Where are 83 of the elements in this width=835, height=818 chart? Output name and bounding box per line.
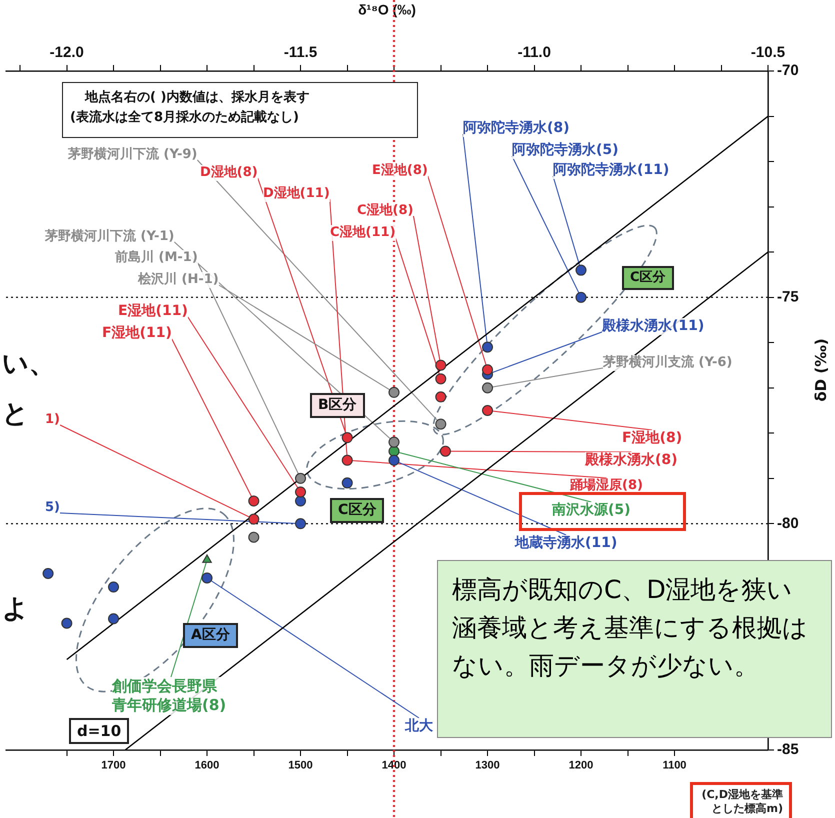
annotation: よ xyxy=(2,594,29,624)
annotation: C区分 xyxy=(330,498,384,523)
point xyxy=(482,342,494,353)
annotation: 殿様水湧水(11) xyxy=(602,318,704,335)
point xyxy=(576,264,587,276)
point xyxy=(295,472,306,484)
annotation: 1) xyxy=(45,412,60,428)
point xyxy=(388,454,400,466)
point xyxy=(342,477,353,488)
point xyxy=(440,446,451,457)
point xyxy=(482,405,494,416)
point xyxy=(248,532,260,543)
annotation: 茅野横河川下流 (Y-1) xyxy=(45,229,174,245)
point xyxy=(435,360,446,371)
annotation: F湿地(8) xyxy=(622,430,682,447)
annotation: 5) xyxy=(45,500,60,516)
annotation: 前島川 (M-1) xyxy=(115,250,198,266)
annotation: D湿地(8) xyxy=(200,165,258,181)
note-box: 標高が既知のC、D湿地を狭い涵養域と考え基準にする根拠はない。雨データが少ない。 xyxy=(437,560,832,738)
annotation: 阿弥陀寺湧水(11) xyxy=(553,162,670,179)
x2-tick-label: 1600 xyxy=(194,760,220,772)
point xyxy=(202,572,213,584)
x2-tick-label: 1200 xyxy=(568,760,594,772)
annotation: 地点名右の( )内数値は、採水月を表す xyxy=(85,90,310,106)
annotation: C湿地(11) xyxy=(330,225,396,241)
annotation: 阿弥陀寺湧水(8) xyxy=(463,120,570,137)
point xyxy=(248,496,260,507)
x2-axis-title: (C,D湿地を基準とした標高m) xyxy=(690,782,792,818)
point xyxy=(42,568,54,579)
point xyxy=(482,382,494,394)
annotation: と xyxy=(2,399,29,429)
y-tick-label: -75 xyxy=(777,288,799,306)
point xyxy=(248,514,260,525)
point xyxy=(61,618,72,629)
point xyxy=(388,386,400,398)
point xyxy=(482,364,494,376)
annotation: D湿地(11) xyxy=(263,186,330,202)
x-tick-label: -11.0 xyxy=(518,44,551,62)
annotation: 茅野横河川支流 (Y-6) xyxy=(603,355,732,371)
x2-tick-label: 1100 xyxy=(662,760,686,772)
annotation: 地蔵寺湧水(11) xyxy=(515,535,618,552)
x2-tick-label: 1300 xyxy=(475,760,500,772)
annotation: (表流水は全て8月採水のため記載なし) xyxy=(70,110,299,126)
point xyxy=(576,292,587,303)
annotation: 阿弥陀寺湧水(5) xyxy=(512,142,619,159)
point xyxy=(108,613,120,624)
annotation: い、 xyxy=(2,349,55,379)
x2-tick-label: 1700 xyxy=(101,760,126,772)
x-tick-label: -10.5 xyxy=(750,44,786,62)
x-tick-label: -11.5 xyxy=(284,44,318,62)
point xyxy=(342,432,353,444)
point xyxy=(342,454,353,466)
annotation: 殿様水湧水(8) xyxy=(585,452,678,469)
annotation: B区分 xyxy=(310,393,365,418)
point xyxy=(295,518,306,530)
x2-tick-label: 1500 xyxy=(288,760,313,772)
annotation: d=10 xyxy=(69,718,130,744)
y-axis-title: δD (‰) xyxy=(812,338,830,402)
annotation: 南沢水源(5) xyxy=(552,502,631,519)
x-tick-label: -12.0 xyxy=(50,44,84,62)
point xyxy=(388,436,400,448)
y-tick-label: -80 xyxy=(777,514,799,532)
point xyxy=(295,496,306,507)
annotation: 北大 xyxy=(405,718,433,735)
annotation: 桧沢川 (H-1) xyxy=(138,272,219,288)
y-tick-label: -70 xyxy=(777,62,799,80)
annotation: 踊場湿原(8) xyxy=(570,478,643,494)
annotation: 茅野横河川下流 (Y-9) xyxy=(68,147,198,163)
y-tick-label: -85 xyxy=(777,741,799,758)
annotation: 創価学会長野県青年研修道場(8) xyxy=(112,677,230,715)
point xyxy=(435,418,446,430)
annotation: E湿地(11) xyxy=(118,303,188,320)
annotation: A区分 xyxy=(183,623,238,648)
point xyxy=(108,582,120,593)
point xyxy=(202,554,212,563)
annotation: C区分 xyxy=(622,266,674,290)
annotation: E湿地(8) xyxy=(372,163,428,179)
annotation: C湿地(8) xyxy=(357,203,414,219)
point xyxy=(435,391,446,402)
x2-tick-label: 1400 xyxy=(382,760,406,772)
point xyxy=(295,486,306,498)
annotation: F湿地(11) xyxy=(102,325,172,342)
point xyxy=(435,373,446,384)
